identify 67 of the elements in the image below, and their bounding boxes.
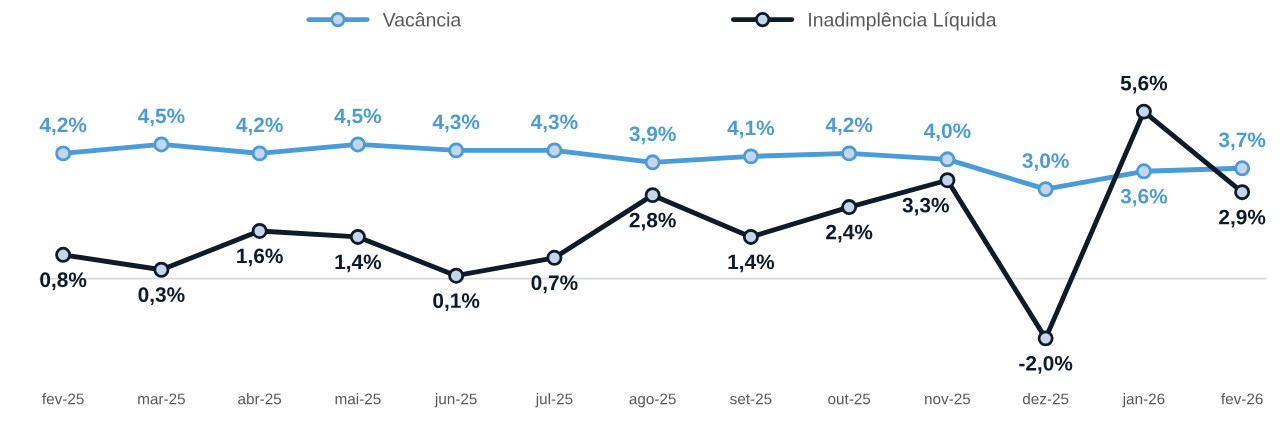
point: [644, 187, 661, 204]
data-label: 2,9%: [1219, 209, 1266, 228]
point: [251, 145, 268, 162]
data-label: 4,0%: [923, 123, 971, 142]
data-label: 1,4%: [335, 254, 382, 273]
point: [448, 142, 465, 159]
point: [251, 222, 268, 239]
data-label: 3,6%: [1120, 188, 1168, 207]
point: [939, 172, 956, 189]
x-tick-label: mai-25: [335, 393, 381, 405]
data-label: 1,4%: [728, 254, 775, 273]
point: [742, 228, 759, 245]
point: [55, 145, 72, 162]
point: [546, 249, 563, 266]
data-label: 3,9%: [629, 126, 676, 145]
point: [153, 136, 170, 153]
data-label: 0,8%: [40, 272, 87, 291]
point: [1135, 103, 1152, 120]
point: [55, 246, 72, 263]
legend-label: Vacância: [382, 12, 462, 27]
point: [1234, 160, 1251, 177]
data-label: 4,2%: [236, 117, 283, 136]
data-label: 0,1%: [433, 293, 480, 312]
point: [1037, 181, 1054, 198]
data-label: 4,1%: [727, 120, 775, 139]
x-tick-label: dez-25: [1022, 393, 1069, 405]
point: [939, 151, 956, 168]
data-label: 1,6%: [237, 248, 283, 267]
point: [1135, 163, 1152, 180]
point: [1234, 184, 1251, 201]
point: [349, 228, 366, 245]
point: [349, 136, 366, 153]
data-label: -2,0%: [1019, 355, 1073, 374]
x-tick-label: jan-26: [1122, 393, 1165, 408]
data-label: 0,3%: [138, 287, 185, 306]
data-label: 2,8%: [629, 212, 676, 231]
data-label: 4,3%: [530, 114, 578, 133]
point: [841, 145, 858, 162]
x-tick-label: jun-25: [434, 393, 477, 408]
x-tick-label: mar-25: [138, 393, 185, 405]
data-label: 3,7%: [1218, 132, 1266, 151]
x-tick-label: fev-26: [1221, 393, 1263, 405]
x-tick-label: fev-25: [42, 393, 84, 405]
data-label: 3,3%: [902, 197, 949, 216]
point: [841, 199, 858, 216]
data-label: 4,2%: [825, 117, 873, 136]
data-label: 0,7%: [531, 275, 578, 294]
point: [153, 261, 170, 278]
data-label: 3,0%: [1022, 153, 1069, 172]
point: [1037, 330, 1054, 347]
data-label: 5,6%: [1120, 75, 1168, 94]
point: [546, 142, 563, 159]
x-tick-label: jul-25: [535, 393, 573, 408]
legend-label: Inadimplência Líquida: [809, 12, 997, 31]
x-tick-label: abr-25: [238, 393, 282, 405]
x-tick-label: ago-25: [629, 393, 676, 408]
data-label: 4,3%: [432, 114, 480, 133]
data-label: 4,5%: [137, 108, 185, 127]
x-tick-label: set-25: [730, 393, 772, 405]
data-label: 2,4%: [826, 224, 873, 243]
data-label: 4,5%: [334, 108, 382, 127]
x-tick-label: nov-25: [925, 393, 971, 405]
x-tick-label: out-25: [828, 393, 871, 405]
point: [448, 267, 465, 284]
point: [644, 154, 661, 171]
point: [742, 148, 759, 165]
data-label: 4,2%: [39, 117, 87, 136]
